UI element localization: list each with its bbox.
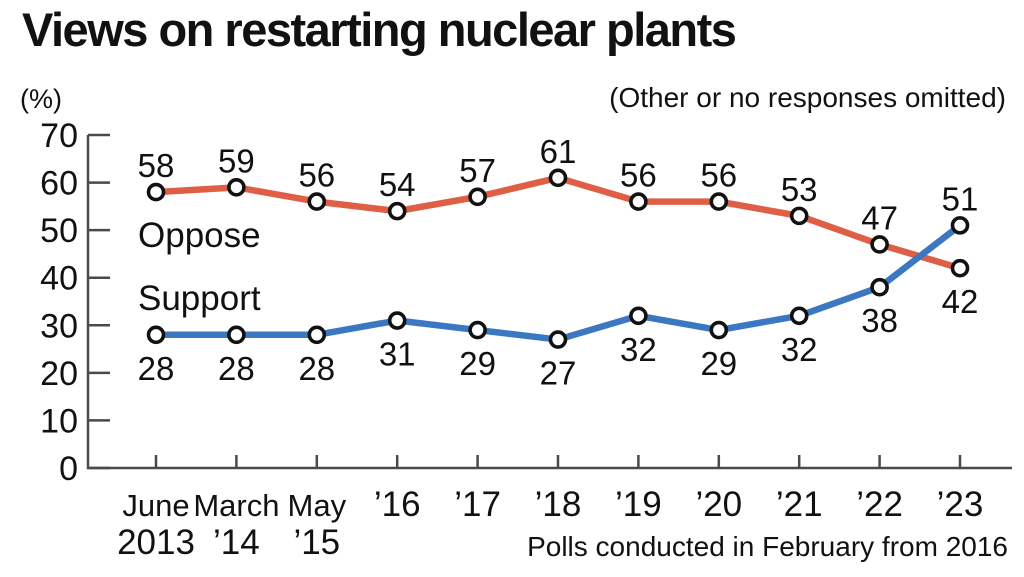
x-axis-tick-label: ’22 (856, 485, 903, 524)
x-axis-tick-label: March (193, 488, 279, 523)
oppose-point-marker (789, 206, 809, 226)
oppose-line (152, 174, 964, 272)
x-axis-tick-label: ’17 (454, 485, 501, 524)
support-point-marker (629, 306, 648, 326)
x-axis-tick-label: ’20 (695, 485, 742, 524)
y-axis-unit-label: (%) (20, 84, 62, 114)
x-axis-tick-label: ’19 (615, 485, 662, 524)
support-point-label: 29 (459, 345, 496, 382)
y-axis-tick-label: 60 (40, 165, 78, 203)
x-axis-tick-label: June (122, 488, 189, 523)
poll-timing-note: Polls conducted in February from 2016 (527, 531, 1008, 562)
oppose-point-label: 42 (942, 283, 979, 320)
page-title: Views on restarting nuclear plants (22, 3, 737, 56)
oppose-point-marker (387, 201, 407, 221)
support-point-marker (227, 325, 246, 345)
y-axis-tick-label: 0 (59, 450, 78, 488)
series-label-oppose: Oppose (138, 216, 261, 255)
oppose-point-marker (146, 182, 166, 202)
oppose-point-label: 54 (379, 166, 416, 203)
support-point-marker (789, 306, 809, 326)
y-axis-tick-label: 30 (40, 307, 78, 345)
support-point-label: 31 (379, 336, 416, 373)
oppose-point-marker (870, 235, 889, 254)
oppose-point-label: 56 (700, 157, 737, 194)
support-point-label: 32 (781, 331, 818, 368)
oppose-point-label: 61 (540, 133, 577, 170)
support-point-label: 27 (540, 355, 577, 392)
support-point-label: 28 (138, 350, 175, 387)
oppose-point-marker (227, 178, 246, 197)
support-point-marker (548, 330, 568, 349)
support-point-marker (307, 325, 327, 345)
oppose-point-label: 53 (781, 171, 818, 208)
support-point-marker (870, 277, 889, 297)
oppose-point-label: 59 (218, 142, 255, 179)
x-axis-tick-label: ’14 (213, 523, 260, 562)
omitted-responses-note: (Other or no responses omitted) (609, 82, 1006, 113)
oppose-point-label: 56 (620, 157, 657, 194)
oppose-point-marker (548, 168, 568, 188)
y-axis-tick-label: 40 (40, 260, 78, 298)
x-axis-tick-label: ’21 (776, 485, 823, 524)
y-axis-tick-label: 70 (40, 117, 78, 155)
x-axis-tick-label: ’16 (374, 485, 421, 524)
oppose-point-marker (307, 192, 327, 211)
x-axis-tick-label: May (288, 488, 347, 523)
support-point-marker (387, 311, 407, 330)
support-point-marker (146, 325, 166, 345)
oppose-point-marker (950, 258, 970, 278)
oppose-point-label: 47 (861, 199, 898, 236)
x-axis-tick-label: ’15 (293, 523, 340, 562)
x-axis-tick-label: ’18 (535, 485, 582, 524)
x-axis-tick-label: 2013 (117, 523, 195, 562)
support-point-label: 32 (620, 331, 657, 368)
support-point-label: 38 (861, 302, 898, 339)
oppose-point-marker (629, 192, 648, 211)
support-line (152, 222, 964, 343)
support-point-marker (709, 320, 729, 340)
support-point-marker (468, 320, 487, 340)
support-point-label: 28 (298, 350, 335, 387)
series-label-support: Support (138, 279, 261, 318)
oppose-point-label: 57 (459, 152, 496, 189)
y-axis-tick-label: 20 (40, 355, 78, 393)
support-point-label: 51 (942, 180, 979, 217)
support-point-marker (950, 216, 970, 235)
y-axis-tick-label: 10 (40, 402, 78, 440)
oppose-point-label: 58 (138, 147, 175, 184)
y-axis-tick-label: 50 (40, 212, 78, 250)
oppose-point-marker (709, 192, 729, 211)
support-point-label: 28 (218, 350, 255, 387)
x-axis-tick-label: ’23 (937, 485, 984, 524)
support-point-label: 29 (700, 345, 737, 382)
oppose-point-marker (468, 187, 487, 207)
oppose-point-label: 56 (298, 157, 335, 194)
